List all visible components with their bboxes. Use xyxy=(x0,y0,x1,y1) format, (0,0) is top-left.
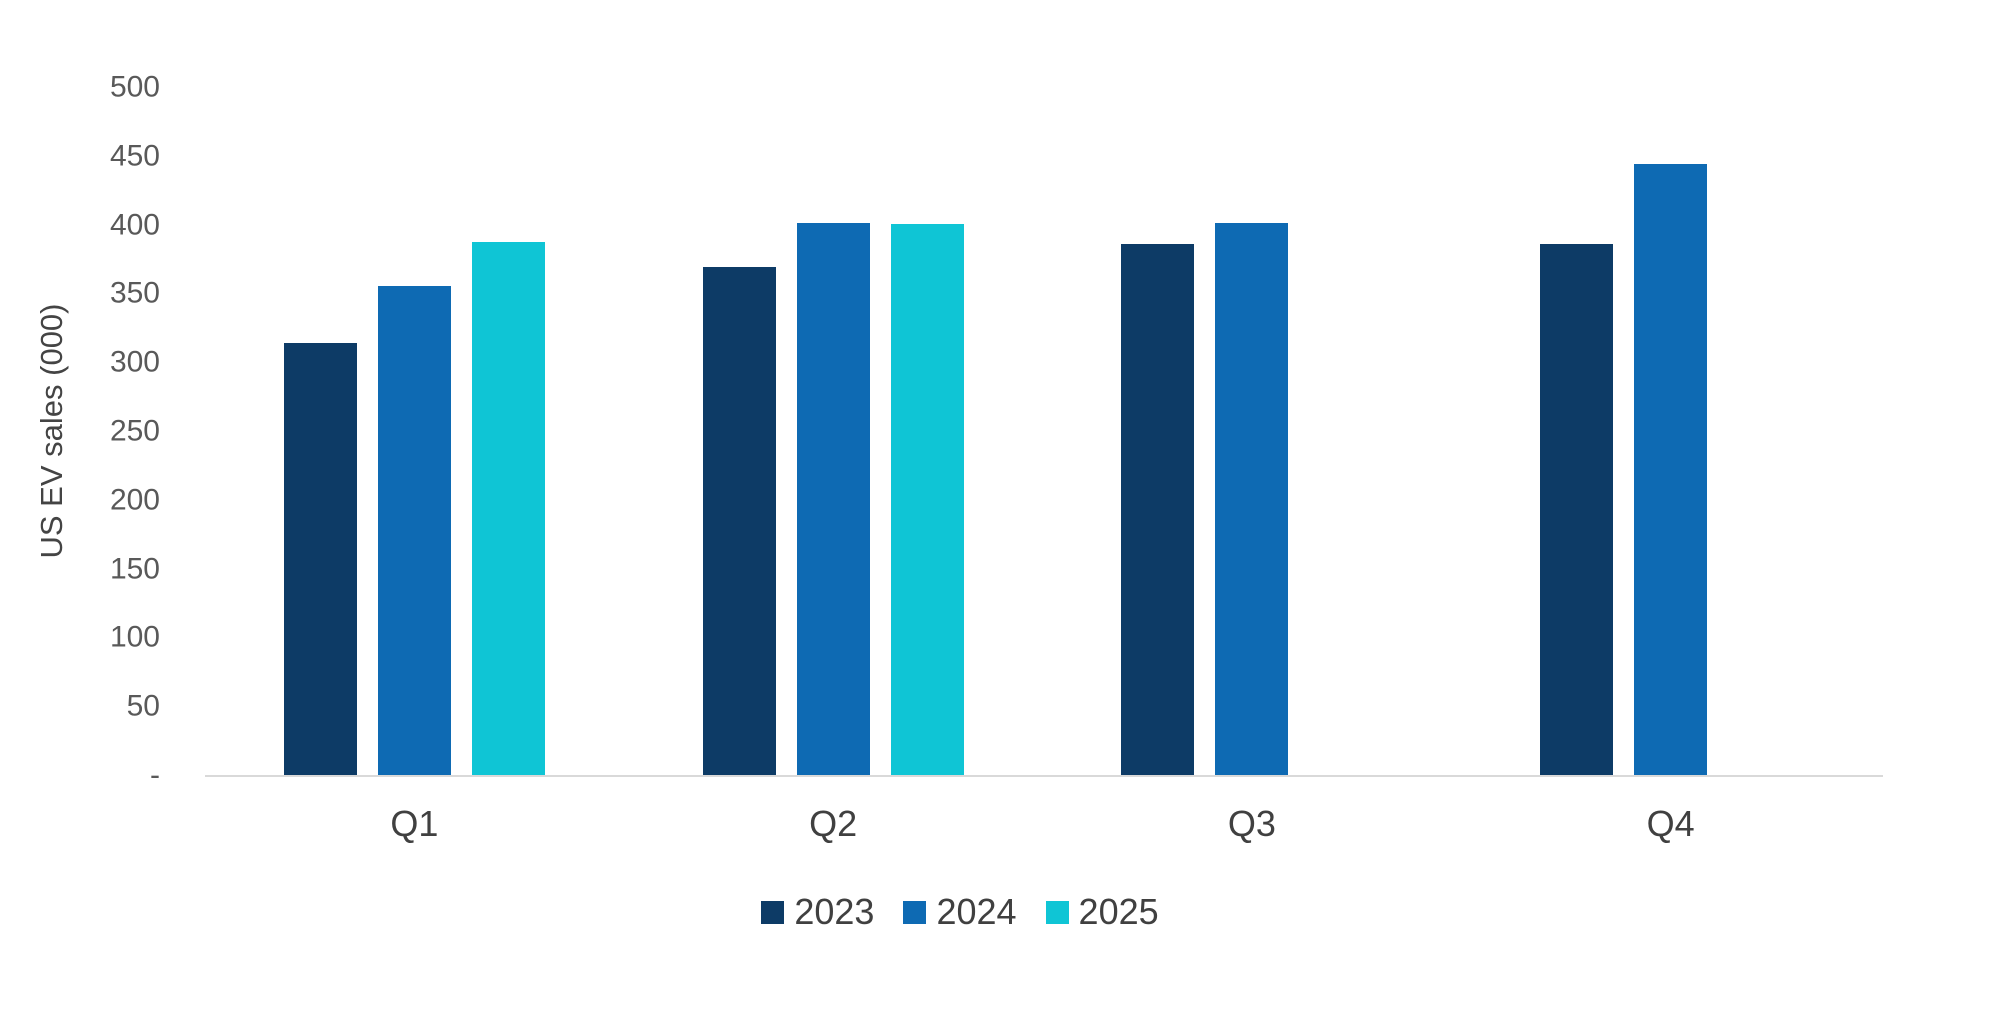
x-label-q4: Q4 xyxy=(1646,803,1695,844)
legend-item-2023: 2023 xyxy=(761,894,874,930)
legend-label-2025: 2025 xyxy=(1078,891,1159,932)
y-tick-label-300: 300 xyxy=(109,345,160,379)
y-tick-label-350: 350 xyxy=(109,276,160,310)
bar-q2-2025 xyxy=(890,224,964,776)
legend-item-2024: 2024 xyxy=(903,891,1017,932)
x-label-q1: Q1 xyxy=(390,803,439,844)
y-tick-label-150: 150 xyxy=(109,551,160,585)
y-tick-label-400: 400 xyxy=(109,207,160,241)
y-tick-label-500: 500 xyxy=(109,70,160,104)
legend-label-2024: 2024 xyxy=(936,891,1017,932)
y-tick-label-100: 100 xyxy=(109,620,160,654)
legend-label-2023: 2023 xyxy=(794,891,875,932)
y-axis-tick-labels: 500 450 400 350 300 250 200 150 100 50 - xyxy=(0,0,160,1022)
y-tick-label-250: 250 xyxy=(109,414,160,448)
x-axis-category-labels: Q1 Q2 Q3 Q4 xyxy=(205,803,1880,844)
y-tick-label-450: 450 xyxy=(109,139,160,173)
y-tick-label-200: 200 xyxy=(109,483,160,517)
y-tick-label-50: 50 xyxy=(126,689,160,723)
bar-q4-2024 xyxy=(1634,163,1708,776)
x-axis-line xyxy=(205,775,1883,777)
y-tick-label-0: - xyxy=(150,758,160,792)
legend-swatch-2024 xyxy=(903,900,927,924)
legend-swatch-2025 xyxy=(1045,900,1069,924)
chart-legend: 2023 2024 2025 xyxy=(0,894,1960,930)
bar-q1-2023 xyxy=(283,342,357,776)
bar-q1-2024 xyxy=(377,286,451,776)
bar-q1-2025 xyxy=(471,242,545,776)
legend-swatch-2023 xyxy=(761,900,785,924)
bar-q3-2023 xyxy=(1121,243,1195,776)
bar-q3-2024 xyxy=(1215,222,1289,776)
bar-q2-2024 xyxy=(796,222,870,776)
legend-item-2025: 2025 xyxy=(1045,891,1159,932)
plot-area xyxy=(205,88,1880,776)
bar-q4-2023 xyxy=(1540,243,1614,776)
bar-q2-2023 xyxy=(702,266,776,776)
x-label-q3: Q3 xyxy=(1227,803,1276,844)
x-label-q2: Q2 xyxy=(809,803,858,844)
